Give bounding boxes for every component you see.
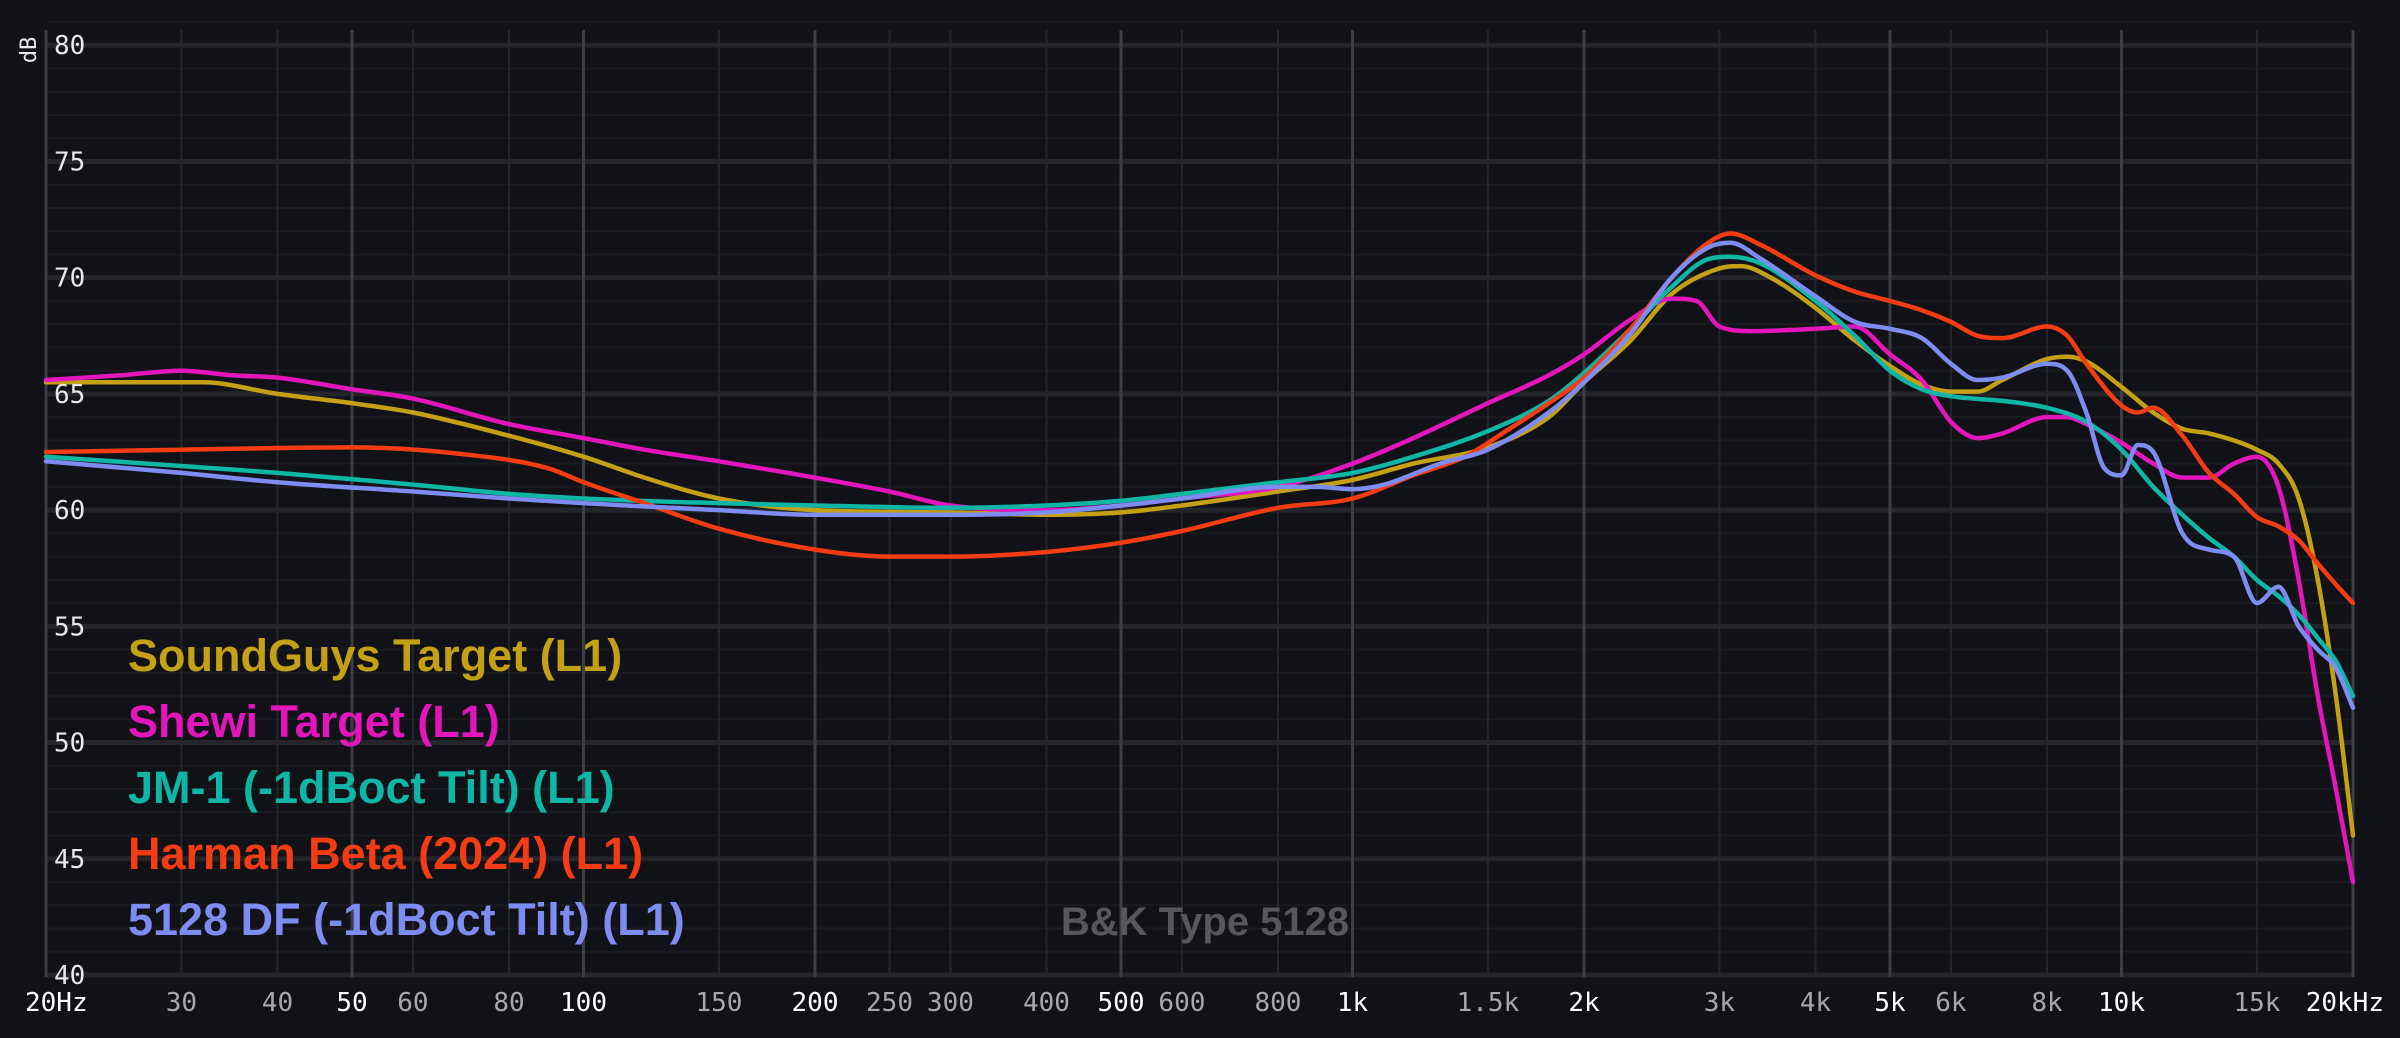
y-tick-label: 70: [54, 264, 85, 294]
y-tick-label: 75: [54, 147, 85, 177]
x-tick-label: 20kHz: [2306, 988, 2384, 1018]
x-tick-labels: 20Hz 30 40 50 60 80 100 150 200 250 300 400 500 600 80…: [25, 988, 2384, 1018]
y-tick-label: 45: [54, 845, 85, 875]
legend-entry: 5128 DF (-1dBoct Tilt) (L1): [128, 894, 685, 945]
rig-watermark: B&K Type 5128: [1061, 900, 1349, 944]
series-line-1: [43, 263, 2356, 838]
x-tick-label: 150: [695, 988, 742, 1018]
y-tick-label: 80: [54, 31, 85, 61]
y-tick-label: 65: [54, 380, 85, 410]
series-line-5: [43, 240, 2356, 710]
x-tick-label: 5k: [1874, 988, 1906, 1018]
x-tick-label: 80: [493, 988, 524, 1018]
x-tick-label: 20Hz: [25, 988, 88, 1018]
x-tick-label: 1k: [1337, 988, 1369, 1018]
x-tick-label: 60: [397, 988, 428, 1018]
legend-entry: SoundGuys Target (L1): [128, 630, 622, 681]
x-tick-label: 10k: [2098, 988, 2145, 1018]
series-line-4: [43, 231, 2356, 606]
y-tick-label: 50: [54, 729, 85, 759]
series-line-3: [43, 254, 2356, 699]
x-tick-label: 300: [927, 988, 974, 1018]
x-tick-label: 250: [866, 988, 913, 1018]
x-tick-label: 30: [166, 988, 197, 1018]
x-tick-label: 4k: [1800, 988, 1832, 1018]
series-lines: [43, 231, 2356, 885]
x-tick-label: 600: [1158, 988, 1205, 1018]
x-tick-label: 40: [262, 988, 293, 1018]
x-tick-label: 6k: [1935, 988, 1967, 1018]
x-tick-label: 1.5k: [1457, 988, 1520, 1018]
x-tick-label: 2k: [1568, 988, 1600, 1018]
y-axis-unit-label: dB: [17, 37, 42, 64]
y-tick-label: 40: [54, 961, 85, 991]
y-tick-label: 60: [54, 496, 85, 526]
x-tick-label: 800: [1254, 988, 1301, 1018]
x-tick-label: 3k: [1704, 988, 1736, 1018]
x-tick-label: 200: [792, 988, 839, 1018]
legend-entry: Harman Beta (2024) (L1): [128, 828, 643, 879]
grid: [44, 21, 2355, 978]
legend: SoundGuys Target (L1) Shewi Target (L1) JM…: [128, 630, 685, 945]
y-tick-labels: 40 45 50 55 60 65 70 75 80: [54, 31, 85, 991]
x-tick-label: 400: [1023, 988, 1070, 1018]
x-tick-label: 50: [336, 988, 367, 1018]
legend-entry: Shewi Target (L1): [128, 696, 500, 747]
x-tick-label: 100: [560, 988, 607, 1018]
y-tick-label: 55: [54, 612, 85, 642]
legend-entry: JM-1 (-1dBoct Tilt) (L1): [128, 762, 615, 813]
x-tick-label: 500: [1098, 988, 1145, 1018]
x-tick-label: 8k: [2031, 988, 2063, 1018]
x-tick-label: 15k: [2233, 988, 2280, 1018]
